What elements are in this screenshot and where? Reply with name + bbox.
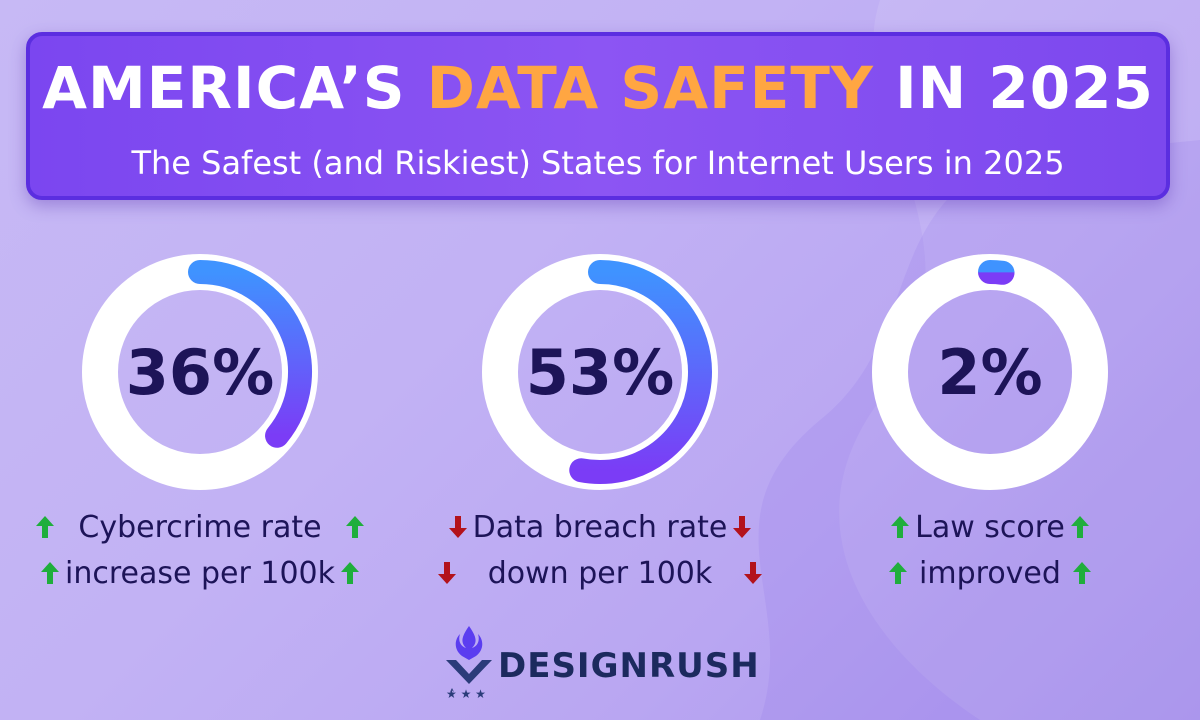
arrow-up-icon xyxy=(1071,560,1093,586)
donut-cybercrime-chart xyxy=(82,254,318,490)
arrow-up-icon xyxy=(39,560,61,586)
arrow-up-icon xyxy=(889,514,911,540)
caption-line-1: Law score xyxy=(915,509,1065,545)
designrush-logo-icon: ★ ★ ★ xyxy=(446,626,492,701)
donut-arc xyxy=(569,260,712,484)
arrow-up-icon xyxy=(339,560,361,586)
designrush-logo: ★ ★ ★ DESIGNRUSH xyxy=(442,622,772,702)
caption-line-2: down per 100k xyxy=(487,555,713,591)
main-title: AMERICA’S DATA SAFETY IN 2025 xyxy=(30,54,1166,122)
caption-cybercrime: Cybercrime rate increase per 100k xyxy=(10,505,390,595)
svg-text:★ ★ ★: ★ ★ ★ xyxy=(446,687,486,701)
header-banner: AMERICA’S DATA SAFETY IN 2025 The Safest… xyxy=(26,32,1170,200)
donut-data-breach-chart xyxy=(482,254,718,490)
subtitle: The Safest (and Riskiest) States for Int… xyxy=(131,144,1065,182)
donut-value: 36% xyxy=(125,335,275,409)
arrow-up-icon xyxy=(887,560,909,586)
arrow-up-icon xyxy=(344,514,366,540)
donut-value: 2% xyxy=(937,335,1043,409)
caption-line-2: increase per 100k xyxy=(65,555,335,591)
arrow-up-icon xyxy=(34,514,56,540)
caption-line-1: Data breach rate xyxy=(472,509,728,545)
title-part-1: AMERICA’S xyxy=(42,54,427,122)
title-highlight: DATA SAFETY xyxy=(426,54,874,122)
caption-law-score: Law score improved xyxy=(800,505,1180,595)
arrow-up-icon xyxy=(1069,514,1091,540)
arrow-down-icon xyxy=(731,514,753,540)
caption-line-2: improved xyxy=(919,555,1061,591)
title-part-2: IN 2025 xyxy=(873,54,1154,122)
donut-arc xyxy=(978,260,1015,285)
donut-data-breach: 53% xyxy=(480,252,720,492)
logo-text: DESIGNRUSH xyxy=(498,646,760,686)
donut-law-score: 2% xyxy=(870,252,1110,492)
donut-arc xyxy=(188,260,312,448)
donut-cybercrime: 36% xyxy=(80,252,320,492)
donut-value: 53% xyxy=(525,335,675,409)
caption-data-breach: Data breach rate down per 100k xyxy=(410,505,790,595)
arrow-down-icon xyxy=(436,560,458,586)
arrow-down-icon xyxy=(447,514,469,540)
donut-law-score-chart xyxy=(872,254,1108,490)
arrow-down-icon xyxy=(742,560,764,586)
caption-line-1: Cybercrime rate xyxy=(78,509,322,545)
